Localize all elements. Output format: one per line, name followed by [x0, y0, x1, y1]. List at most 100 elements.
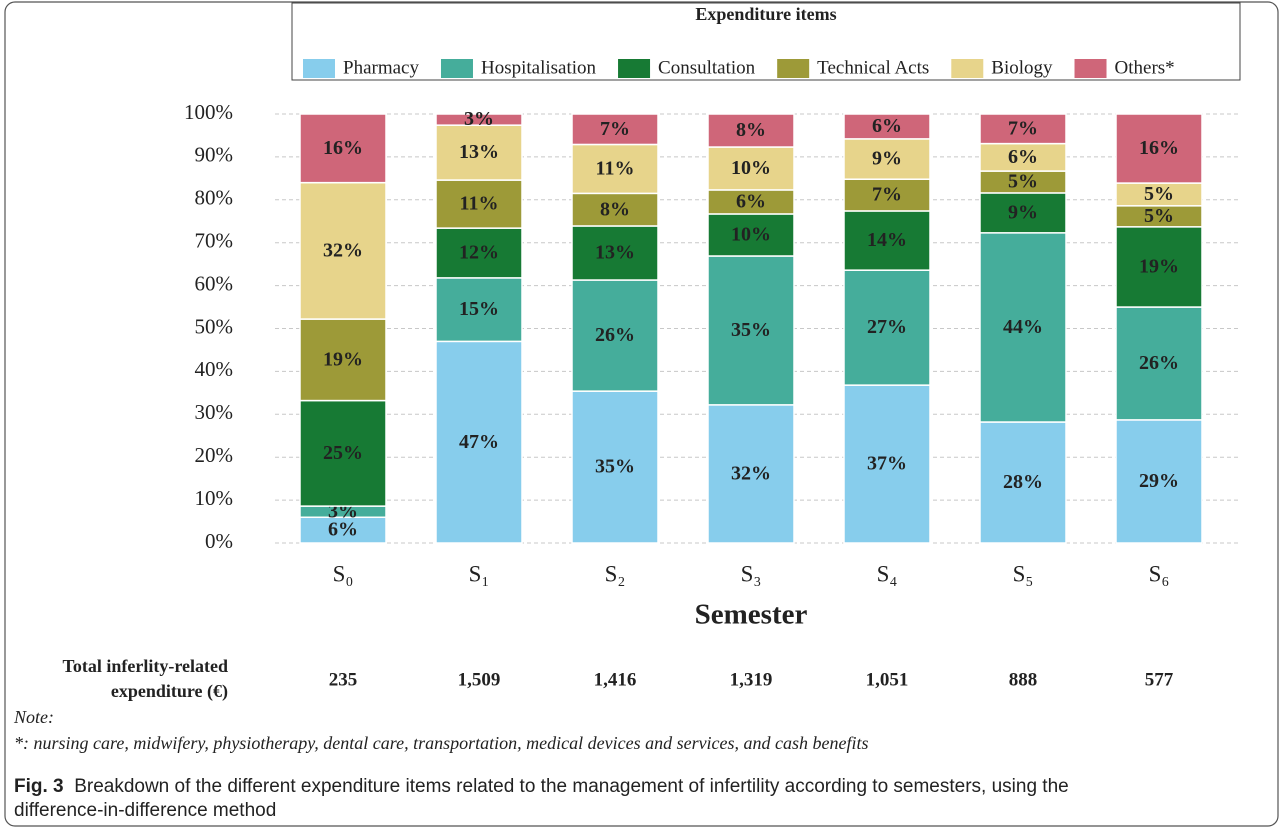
bar-segment: [299, 113, 387, 184]
bar-segment: [299, 181, 387, 320]
bar-segment: [707, 255, 795, 406]
bar-segment: [1115, 419, 1203, 544]
data-label: 14%: [867, 229, 907, 251]
data-label: 7%: [872, 184, 902, 206]
legend-swatch: [303, 59, 335, 78]
data-label: 15%: [459, 298, 499, 320]
data-label: 8%: [736, 119, 766, 141]
data-label: 12%: [459, 242, 499, 264]
data-label: 19%: [1139, 256, 1179, 278]
data-label: 47%: [459, 431, 499, 453]
y-tick-label: 90%: [195, 143, 234, 167]
y-tick-label: 70%: [195, 229, 234, 253]
bar-segment: [299, 516, 387, 544]
data-label: 35%: [595, 456, 635, 478]
bar-segment: [979, 232, 1067, 423]
bar-segment: [435, 179, 523, 229]
y-tick-label: 20%: [195, 443, 234, 467]
bar-segment: [843, 178, 931, 212]
y-tick-label: 100%: [184, 100, 233, 124]
data-label: 6%: [736, 191, 766, 213]
total-value: 235: [329, 669, 358, 690]
data-label: 5%: [1144, 205, 1174, 227]
y-tick-label: 40%: [195, 357, 234, 381]
figure-frame: [4, 1, 1279, 827]
y-tick-label: 80%: [195, 186, 234, 210]
bar-segment: [299, 318, 387, 402]
legend-label: Consultation: [658, 57, 756, 78]
data-label: 28%: [1003, 471, 1043, 493]
data-label: 37%: [867, 453, 907, 475]
y-tick-label: 10%: [195, 486, 234, 510]
x-tick-label: S₅: [1013, 561, 1034, 586]
note: *: nursing care, midwifery, physiotherap…: [14, 733, 869, 753]
caption-text: Breakdown of the different expenditure i…: [14, 776, 1069, 821]
data-label: 19%: [323, 348, 363, 370]
legend-label: Pharmacy: [343, 57, 419, 78]
data-label: 7%: [1008, 117, 1038, 139]
legend-swatch: [1074, 59, 1107, 78]
note-heading: Note:: [13, 707, 54, 727]
x-tick-label: S₆: [1149, 561, 1170, 586]
total-value: 888: [1009, 669, 1038, 690]
total-value: 1,319: [730, 669, 773, 690]
legend-label: Technical Acts: [817, 57, 929, 78]
data-label: 3%: [464, 108, 494, 130]
x-tick-label: S₂: [605, 561, 626, 586]
bar-segment: [435, 340, 523, 544]
bar-segment: [979, 142, 1067, 172]
bar-segment: [707, 213, 795, 257]
data-label: 16%: [323, 137, 363, 159]
totals-label: Total inferlity-related: [63, 656, 228, 676]
legend-swatch: [618, 59, 651, 78]
bar-segment: [843, 138, 931, 180]
legend-label: Hospitalisation: [481, 57, 597, 78]
data-label: 27%: [867, 316, 907, 338]
bar-segment: [843, 269, 931, 386]
total-value: 1,416: [594, 669, 637, 690]
total-value: 1,509: [458, 669, 501, 690]
bar-segment: [979, 421, 1067, 544]
data-label: 32%: [323, 239, 363, 261]
x-tick-label: S₁: [469, 561, 490, 586]
x-tick-label: S₄: [877, 561, 898, 586]
data-label: 29%: [1139, 470, 1179, 492]
legend-swatch: [951, 59, 984, 78]
legend-swatch: [777, 59, 810, 78]
y-tick-label: 0%: [205, 529, 233, 553]
data-label: 9%: [872, 148, 902, 170]
bar-segment: [571, 113, 659, 146]
bar-segment: [843, 113, 931, 140]
data-label: 26%: [1139, 352, 1179, 374]
data-label: 6%: [872, 115, 902, 137]
y-tick-label: 30%: [195, 400, 234, 424]
legend-label: Others*: [1115, 57, 1175, 78]
legend-swatch: [440, 59, 473, 78]
data-label: 26%: [595, 324, 635, 346]
y-tick-label: 50%: [195, 314, 234, 338]
data-label: 44%: [1003, 316, 1043, 338]
total-value: 1,051: [866, 669, 909, 690]
bar-segment: [1115, 113, 1203, 184]
data-label: 6%: [328, 519, 358, 541]
caption: Fig. 3 Breakdown of the different expend…: [14, 775, 1134, 823]
data-label: 11%: [460, 193, 499, 215]
data-label: 13%: [595, 242, 635, 264]
data-label: 9%: [1008, 201, 1038, 223]
bar-segment: [435, 277, 523, 343]
bar-segment: [979, 113, 1067, 145]
data-label: 8%: [600, 198, 630, 220]
data-label: 10%: [731, 157, 771, 179]
caption-label: Fig. 3: [14, 776, 64, 797]
data-label: 5%: [1008, 171, 1038, 193]
x-tick-label: S₃: [741, 561, 762, 586]
bar-segment: [843, 210, 931, 271]
bar-segment: [435, 124, 523, 181]
bar-segment: [843, 384, 931, 544]
totals-label: expenditure (€): [111, 681, 228, 702]
bar-segment: [571, 390, 659, 544]
data-label: 5%: [1144, 183, 1174, 205]
bar-segment: [571, 279, 659, 392]
